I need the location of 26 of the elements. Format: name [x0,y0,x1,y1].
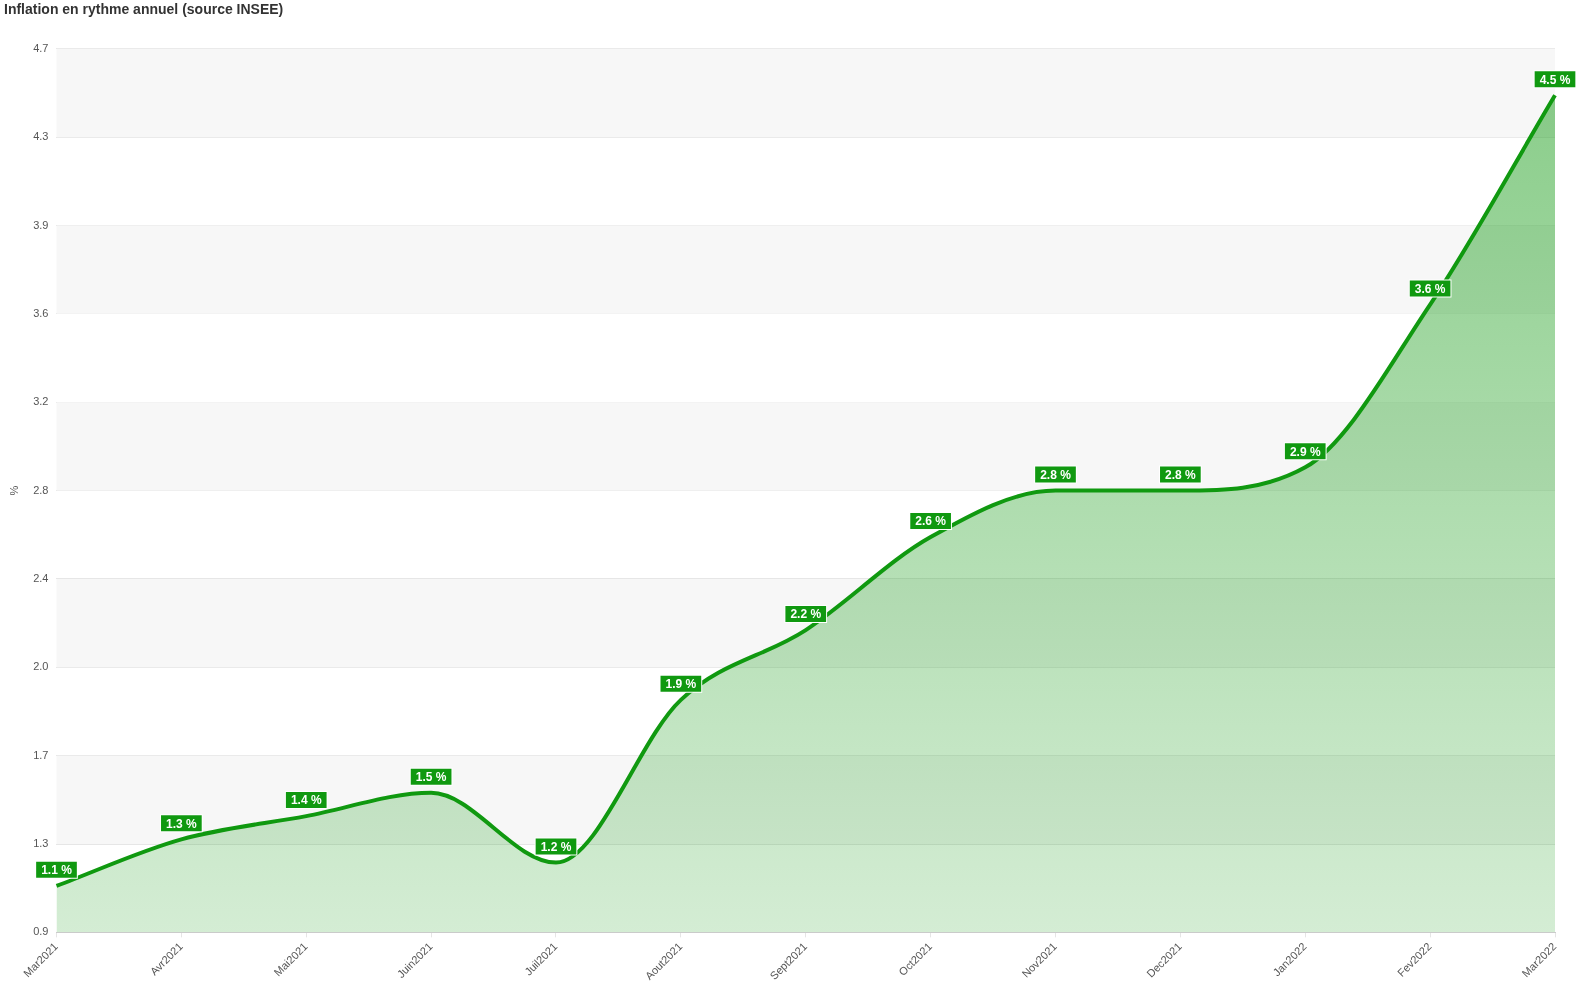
data-label: 2.8 % [1040,467,1072,482]
y-tick-label: 3.9 [33,218,49,231]
data-label: 3.6 % [1414,281,1446,296]
data-label: 1.2 % [540,839,572,854]
y-tick-label: 1.3 [33,837,49,850]
y-tick-label: 1.7 [33,748,49,761]
data-label: 2.8 % [1165,467,1197,482]
y-tick-label: 4.7 [33,41,49,54]
y-axis-title: % [7,485,20,496]
data-label: 2.2 % [790,607,822,622]
chart-title: Inflation en rythme annuel (source INSEE) [4,1,284,18]
y-tick-label: 0.9 [33,925,49,938]
data-label: 1.4 % [290,793,322,808]
y-tick-label: 2.8 [33,483,49,496]
y-tick-label: 3.6 [33,306,49,319]
y-tick-label: 2.0 [33,660,49,673]
y-tick-label: 3.2 [33,395,49,408]
data-label: 1.3 % [166,816,198,831]
data-label: 1.1 % [41,863,73,878]
y-tick-label: 2.4 [33,571,49,584]
data-label: 2.6 % [915,514,947,529]
data-label: 2.9 % [1289,444,1321,459]
data-label: 1.9 % [665,677,697,692]
y-tick-label: 4.3 [33,130,49,143]
data-label: 4.5 % [1539,72,1571,87]
data-label: 1.5 % [415,770,447,785]
